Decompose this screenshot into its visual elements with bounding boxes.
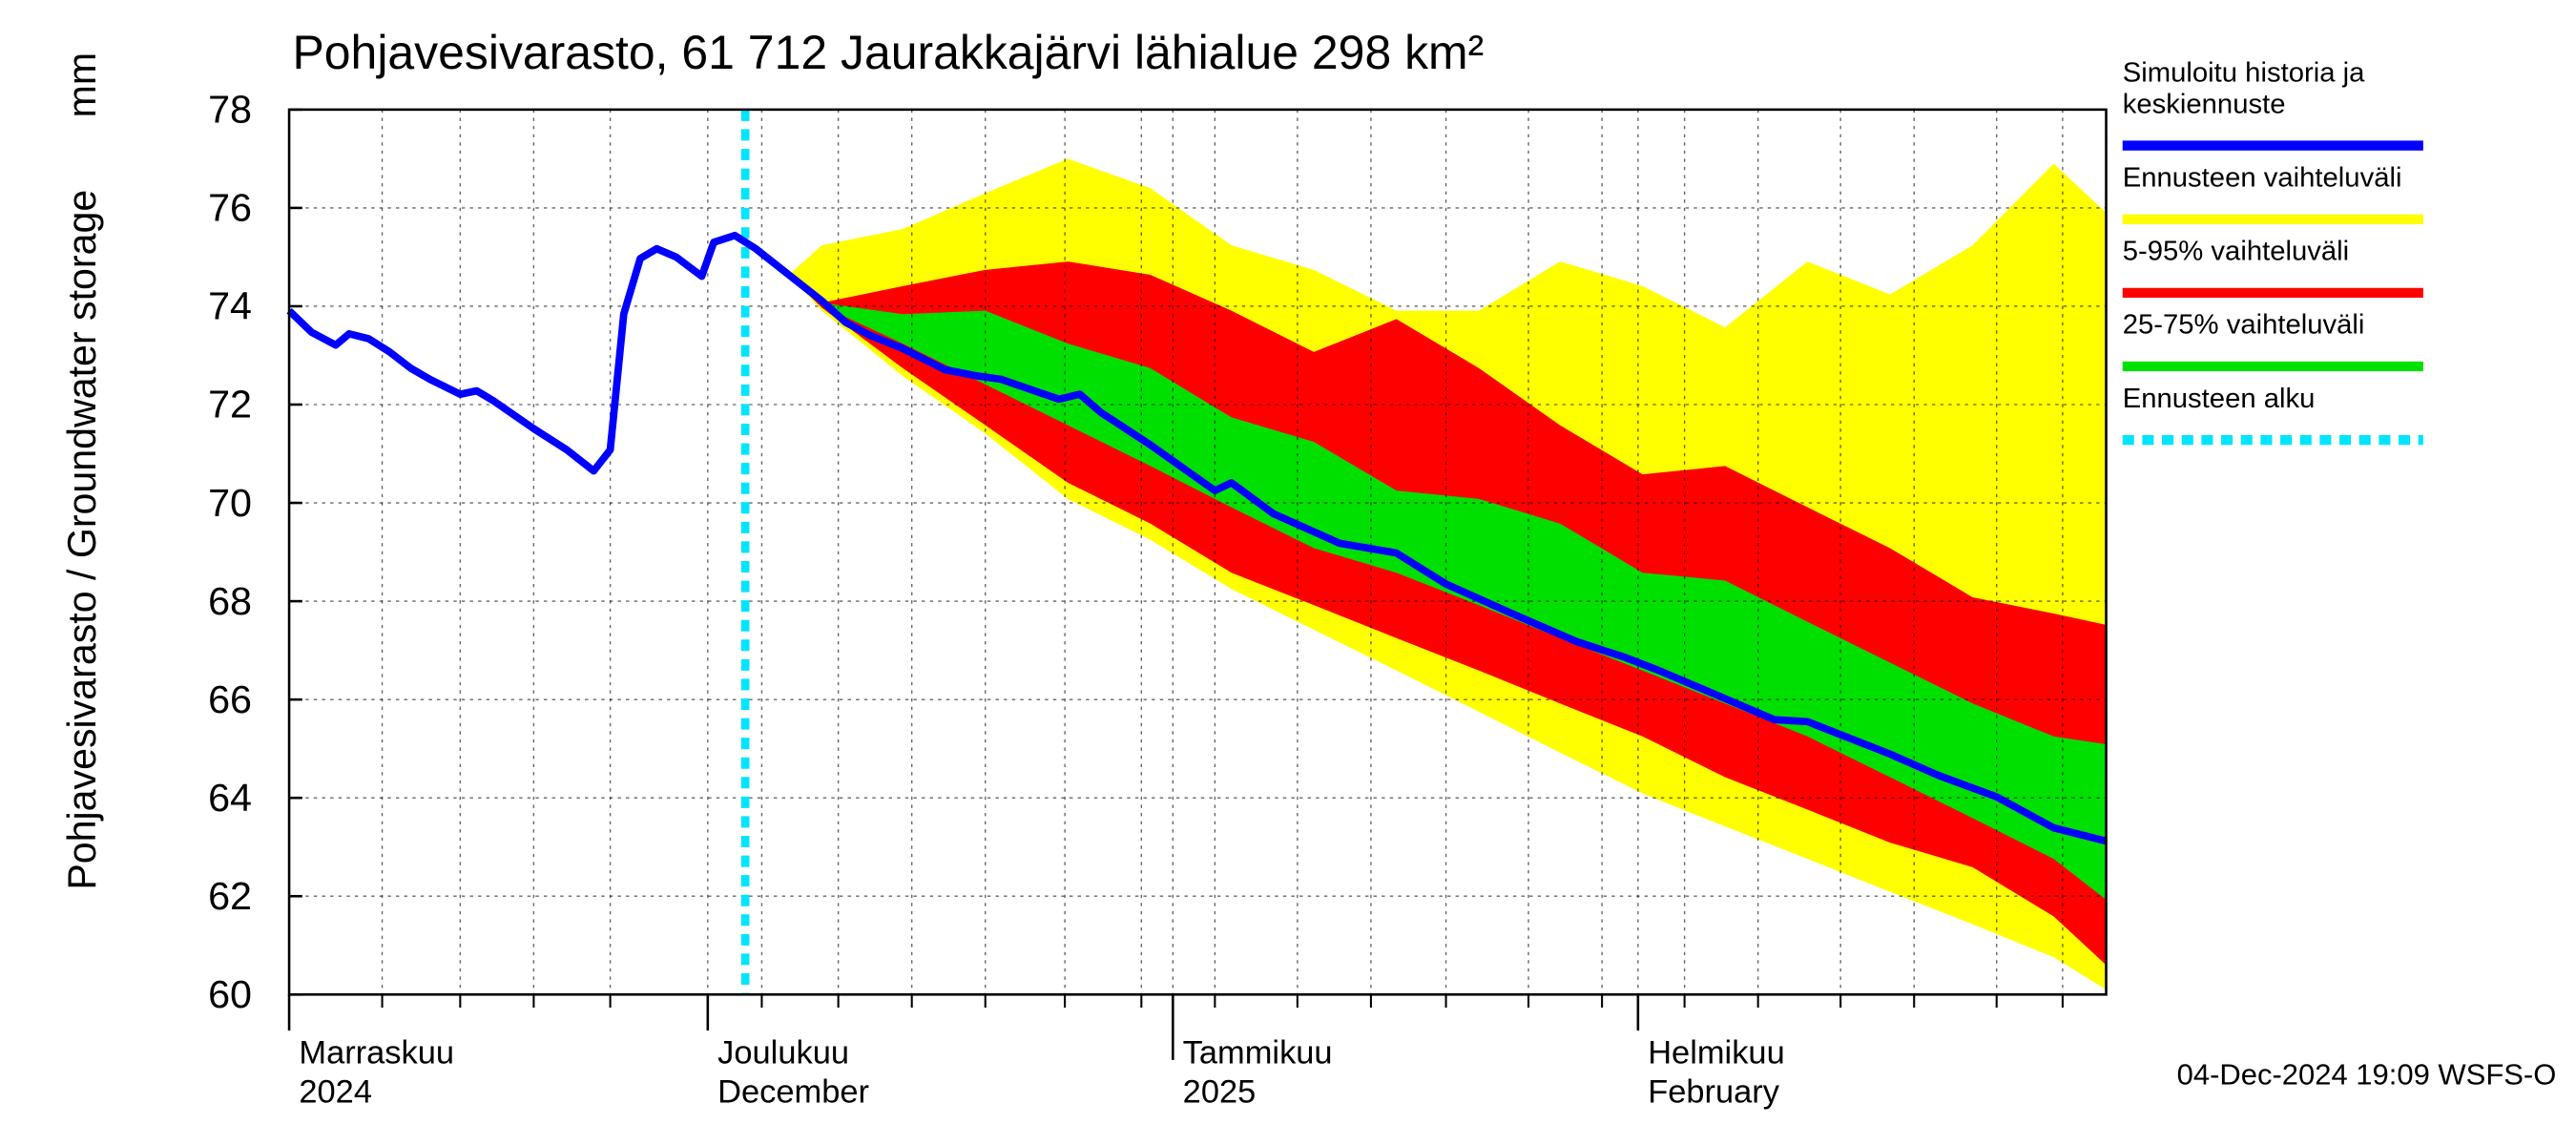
x-tick-label: Joulukuu (717, 1034, 849, 1071)
plot-frame (287, 108, 2108, 996)
y-tick-label: 74 (208, 284, 252, 328)
x-tick-sublabel: 2024 (299, 1073, 372, 1110)
y-axis-label: Pohjavesivarasto / Groundwater storage (60, 190, 104, 890)
plot-area (286, 109, 2108, 1008)
x-tick-label: Helmikuu (1648, 1034, 1785, 1071)
legend-line: Simuloitu historia ja (2123, 58, 2373, 89)
x-tick-label: Tammikuu (1183, 1034, 1333, 1071)
y-tick-label: 62 (208, 874, 252, 918)
timestamp: 04-Dec-2024 19:09 WSFS-O (2177, 1058, 2557, 1092)
y-tick-label: 78 (208, 88, 252, 132)
y-tick-label: 68 (208, 579, 252, 623)
y-tick-label: 72 (208, 383, 252, 427)
legend-line: Ennusteen vaihteluväli (2123, 162, 2402, 193)
x-tick-label: Marraskuu (299, 1034, 454, 1071)
legend-line: keskiennuste (2123, 89, 2286, 119)
y-tick-label: 66 (208, 677, 252, 721)
chart-title: Pohjavesivarasto, 61 712 Jaurakkajärvi l… (293, 26, 1485, 79)
legend-label: 5-95% vaihteluväli (2123, 237, 2349, 267)
y-tick-label: 60 (208, 972, 252, 1016)
median-line (286, 231, 2108, 845)
legend-label: Ennusteen vaihteluväli (2123, 162, 2402, 193)
y-axis-unit: mm (60, 52, 104, 118)
y-tick-label: 70 (208, 481, 252, 525)
x-tick-sublabel: February (1648, 1073, 1780, 1110)
legend-label: Simuloitu historia ja keskiennuste (2123, 58, 2373, 120)
legend-line: Ennusteen alku (2123, 384, 2316, 414)
x-tick-sublabel: December (717, 1073, 869, 1110)
legend-line: 25-75% vaihteluväli (2123, 310, 2365, 341)
y-tick-label: 64 (208, 776, 252, 820)
legend-label: Ennusteen alku (2123, 384, 2316, 414)
legend-label: 25-75% vaihteluväli (2123, 310, 2365, 341)
y-tick-label: 76 (208, 186, 252, 230)
legend-line: 5-95% vaihteluväli (2123, 237, 2349, 267)
x-tick-sublabel: 2025 (1183, 1073, 1257, 1110)
